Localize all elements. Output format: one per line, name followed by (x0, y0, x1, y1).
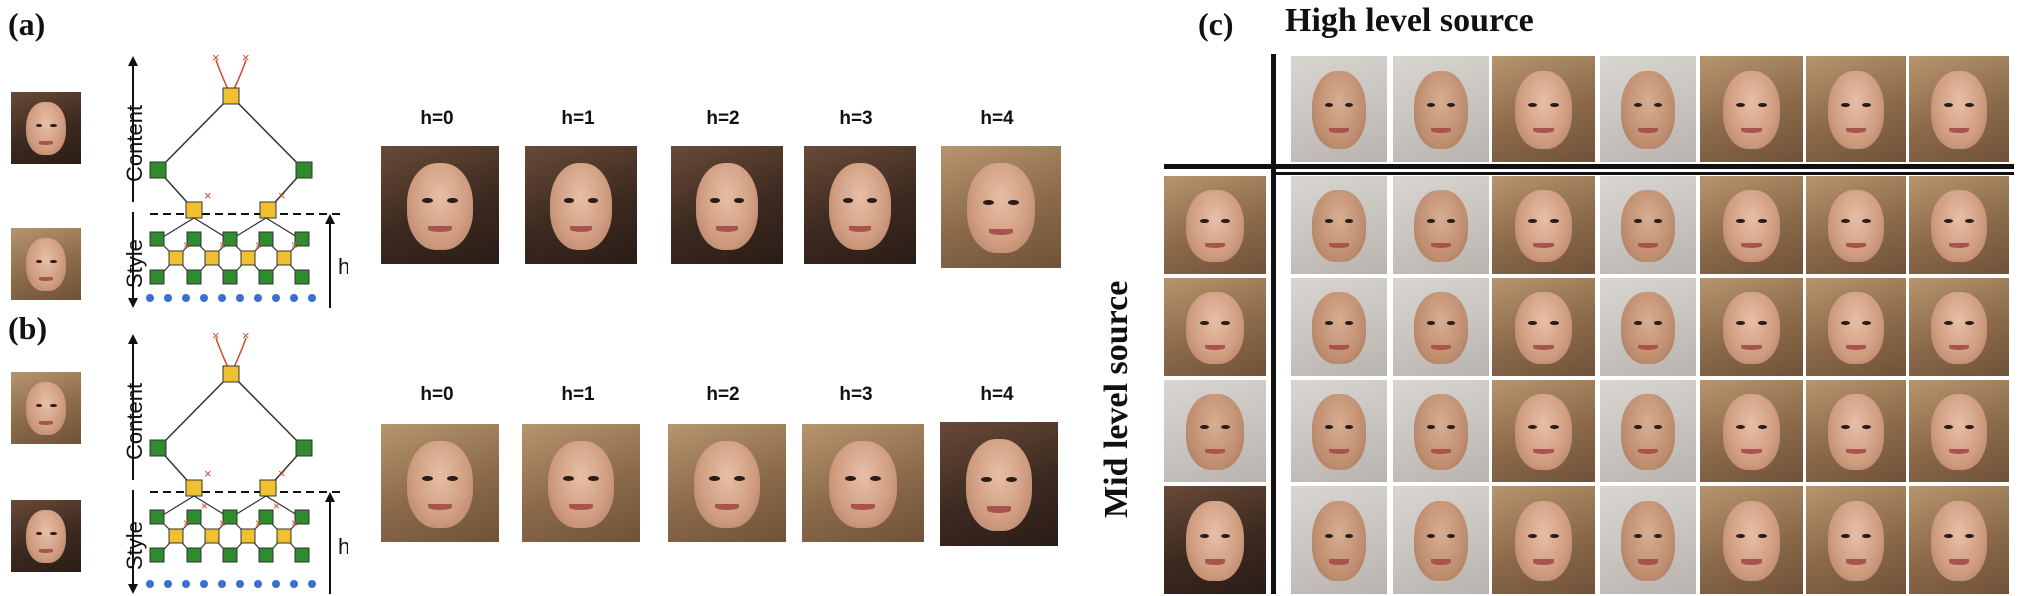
grid-vertical-divider (1271, 54, 1276, 594)
high-source-face-1 (1291, 56, 1387, 162)
mid-source-face-2 (1164, 278, 1266, 376)
tree-diagram-a: Content Style × × × × × × × × h (122, 52, 348, 308)
svg-text:×: × (204, 466, 212, 481)
svg-text:×: × (255, 238, 262, 252)
h-label-a-3: h=3 (839, 108, 873, 129)
mixed-face-r4-c7 (1909, 486, 2009, 594)
tree-diagram-b: Content Style × × × × × × × × × × h (122, 330, 348, 594)
mixed-face-r2-c2 (1393, 278, 1489, 376)
high-source-face-5 (1700, 56, 1803, 162)
result-face-a-3 (804, 146, 916, 264)
high-source-face-7 (1909, 56, 2009, 162)
mixed-face-r4-c6 (1806, 486, 1906, 594)
svg-text:×: × (255, 516, 262, 530)
mixed-face-r3-c1 (1291, 380, 1387, 482)
mixed-face-r3-c6 (1806, 380, 1906, 482)
svg-text:×: × (212, 52, 220, 65)
svg-text:×: × (201, 499, 208, 513)
mixed-face-r3-c4 (1600, 380, 1696, 482)
mixed-face-r3-c3 (1492, 380, 1595, 482)
mixed-face-r1-c7 (1909, 176, 2009, 274)
mixed-face-r4-c5 (1700, 486, 1803, 594)
high-source-face-4 (1600, 56, 1696, 162)
style-axis-label-b: Style (122, 521, 147, 570)
mixed-face-r4-c1 (1291, 486, 1387, 594)
mid-source-face-1 (1164, 176, 1266, 274)
result-face-b-4 (940, 422, 1058, 546)
svg-text:×: × (204, 188, 212, 203)
svg-text:×: × (212, 330, 220, 343)
h-label-b-3: h=3 (839, 384, 873, 405)
mixed-face-r4-c4 (1600, 486, 1696, 594)
result-face-a-2 (671, 146, 783, 264)
mixed-face-r2-c6 (1806, 278, 1906, 376)
style-axis-label: Style (122, 239, 147, 288)
svg-text:×: × (183, 238, 190, 252)
mixed-face-r2-c3 (1492, 278, 1595, 376)
mixed-face-r1-c6 (1806, 176, 1906, 274)
result-face-b-0 (381, 424, 499, 542)
svg-text:×: × (242, 52, 250, 65)
h-label-b-1: h=1 (561, 384, 595, 405)
h-label-b-0: h=0 (420, 384, 454, 405)
mixed-face-r1-c5 (1700, 176, 1803, 274)
svg-text:×: × (183, 516, 190, 530)
svg-text:×: × (273, 499, 280, 513)
panel-label-a: (a) (8, 6, 46, 42)
mixed-face-r1-c3 (1492, 176, 1595, 274)
content-source-face-a (11, 92, 81, 164)
h-label-a-4: h=4 (980, 108, 1014, 129)
result-face-b-1 (522, 424, 640, 542)
mixed-face-r1-c4 (1600, 176, 1696, 274)
result-face-b-2 (668, 424, 786, 542)
high-source-face-2 (1393, 56, 1489, 162)
mixed-face-r2-c1 (1291, 278, 1387, 376)
h-label-a-1: h=1 (561, 108, 595, 129)
svg-text:×: × (219, 238, 226, 252)
panel-label-c: (c) (1198, 6, 1234, 42)
high-source-face-3 (1492, 56, 1595, 162)
result-face-b-3 (802, 424, 924, 542)
mixed-face-r4-c3 (1492, 486, 1595, 594)
content-axis-label: Content (122, 105, 147, 182)
h-label-a-2: h=2 (706, 108, 740, 129)
h-axis-label-b: h (338, 534, 348, 559)
mixed-face-r2-c5 (1700, 278, 1803, 376)
grid-horizontal-divider (1164, 164, 2014, 169)
svg-text:×: × (219, 516, 226, 530)
style-source-face-a (11, 228, 81, 300)
svg-text:×: × (278, 466, 286, 481)
grid-horizontal-subdivider (1276, 172, 2014, 175)
mixed-face-r2-c7 (1909, 278, 2009, 376)
high-source-face-6 (1806, 56, 1906, 162)
svg-text:×: × (278, 188, 286, 203)
mixed-face-r3-c5 (1700, 380, 1803, 482)
mixed-face-r1-c1 (1291, 176, 1387, 274)
result-face-a-1 (525, 146, 637, 264)
content-source-face-b (11, 372, 81, 444)
mixed-face-r1-c2 (1393, 176, 1489, 274)
row-header: Mid level source (1098, 280, 1135, 518)
svg-text:×: × (291, 516, 298, 530)
h-label-b-2: h=2 (706, 384, 740, 405)
result-face-a-0 (381, 146, 499, 264)
h-label-a-0: h=0 (420, 108, 454, 129)
content-axis-label-b: Content (122, 383, 147, 460)
svg-text:×: × (291, 238, 298, 252)
svg-text:×: × (242, 330, 250, 343)
h-axis-label: h (338, 254, 348, 279)
h-label-b-4: h=4 (980, 384, 1014, 405)
mixed-face-r3-c2 (1393, 380, 1489, 482)
mid-source-face-3 (1164, 380, 1266, 482)
column-header: High level source (1285, 2, 1534, 39)
mid-source-face-4 (1164, 486, 1266, 594)
panel-label-b: (b) (8, 310, 48, 346)
mixed-face-r4-c2 (1393, 486, 1489, 594)
result-face-a-4 (941, 146, 1061, 268)
style-source-face-b (11, 500, 81, 572)
mixed-face-r3-c7 (1909, 380, 2009, 482)
mixed-face-r2-c4 (1600, 278, 1696, 376)
